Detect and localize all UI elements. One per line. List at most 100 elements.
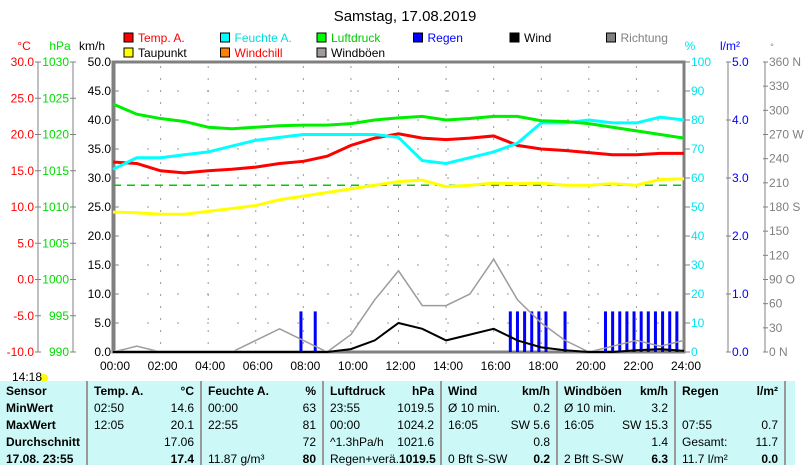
wind-tick-label: 40.0 xyxy=(88,113,112,127)
x-tick-label: 08:00 xyxy=(290,359,320,373)
legend-swatch xyxy=(123,32,134,43)
rain-bar xyxy=(661,311,665,352)
table-row: 11.87 g/m³ 80 xyxy=(208,451,316,468)
table-cell: 0.2 xyxy=(533,452,550,466)
table-cell: Sensor xyxy=(6,384,47,398)
table-row: Ø 10 min. 3.2 xyxy=(564,400,668,417)
table-row: 22:55 81 xyxy=(208,417,316,434)
direction-tick-label: 120 xyxy=(769,248,789,262)
table-cell: 16:05 xyxy=(448,418,479,432)
wind-tick-label: 0.0 xyxy=(94,345,111,359)
x-tick-label: 16:00 xyxy=(481,359,511,373)
table-cell: 17.06 xyxy=(163,435,194,449)
humidity-tick-label: 30 xyxy=(691,258,705,272)
wind-tick-label: 10.0 xyxy=(88,287,112,301)
temp-tick-label: 10.0 xyxy=(11,200,35,214)
table-cell: 1.4 xyxy=(651,435,668,449)
x-tick-label: 04:00 xyxy=(195,359,225,373)
humidity-axis-unit: % xyxy=(685,39,696,53)
direction-tick-label: 150 xyxy=(769,224,789,238)
rain-bar xyxy=(618,311,622,352)
series-luftdruck xyxy=(112,102,685,140)
wind-axis-unit: km/h xyxy=(79,39,105,53)
rain-bar xyxy=(508,311,512,352)
table-cell: hPa xyxy=(411,384,434,398)
table-column: Feuchte A.% 00:00 63 22:55 81 72 11.87 g/m³ 80 xyxy=(202,381,324,468)
wind-tick-label: 5.0 xyxy=(94,316,111,330)
direction-tick-label: 360 N xyxy=(769,55,801,69)
table-row: 23:55 1019.5 xyxy=(330,400,434,417)
table-row: 07:55 0.7 xyxy=(682,417,778,434)
table-row: 17.08. 23:55 xyxy=(6,451,80,468)
wind-tick-label: 25.0 xyxy=(88,200,112,214)
pressure-tick-label: 990 xyxy=(49,345,69,359)
humidity-tick-label: 100 xyxy=(691,55,711,69)
rain-bar xyxy=(544,311,548,352)
pressure-tick-label: 1000 xyxy=(42,273,69,287)
table-column: Wind km/h Ø 10 min. 0.2 16:05 SW 5.6 0.8 0 Bft … xyxy=(442,381,558,468)
table-cell: 0 Bft S-SW xyxy=(448,452,508,466)
table-cell: 00:00 xyxy=(330,418,361,432)
table-row: 0.8 xyxy=(448,434,550,451)
table-cell: Gesamt: xyxy=(682,435,728,449)
x-tick-label: 20:00 xyxy=(576,359,606,373)
rain-bar xyxy=(611,311,615,352)
pressure-axis-unit: hPa xyxy=(49,39,71,53)
humidity-tick-label: 50 xyxy=(691,200,705,214)
table-column: Luftdruck hPa 23:55 1019.5 00:00 1024.2 ^1.3hP… xyxy=(324,381,442,466)
table-cell: Durchschnitt xyxy=(6,435,81,449)
table-cell: 11.87 g/m³ xyxy=(208,452,265,466)
rain-tick-label: 5.0 xyxy=(732,55,749,69)
table-row: 00:00 63 xyxy=(208,400,316,417)
table-row: 12:05 20.1 xyxy=(94,417,194,434)
table-cell: 0.8 xyxy=(533,435,550,449)
table-row: Sensor xyxy=(6,383,80,400)
table-cell: 14.6 xyxy=(170,401,194,415)
table-cell: % xyxy=(305,384,316,398)
table-cell: 16:05 xyxy=(564,418,595,432)
direction-tick-label: 240 xyxy=(769,152,789,166)
pressure-tick-label: 1010 xyxy=(42,200,69,214)
table-cell: 11.7 xyxy=(755,435,778,449)
legend-label: Regen xyxy=(428,31,463,45)
series-wind xyxy=(113,321,685,353)
rain-bar xyxy=(668,311,672,352)
legend-swatch xyxy=(316,32,327,43)
rain-bar xyxy=(632,311,636,352)
rain-bar xyxy=(603,311,607,352)
legend-label: Windchill xyxy=(235,46,283,60)
table-row: Ø 10 min. 0.2 xyxy=(448,400,550,417)
rain-bar xyxy=(625,311,629,352)
table-row: 00:00 1024.2 xyxy=(330,417,434,434)
table-cell: 1024.2 xyxy=(397,418,434,432)
table-cell: MaxWert xyxy=(6,418,56,432)
humidity-tick-label: 10 xyxy=(691,316,705,330)
table-cell: 3.2 xyxy=(651,401,668,415)
rain-tick-label: 0.0 xyxy=(732,345,749,359)
humidity-tick-label: 80 xyxy=(691,113,705,127)
pressure-tick-label: 1030 xyxy=(42,55,69,69)
table-row: Gesamt: 11.7 xyxy=(682,434,778,451)
legend-label: Wind xyxy=(524,31,551,45)
rain-bar xyxy=(523,311,527,352)
temp-tick-label: 0.0 xyxy=(17,273,34,287)
temp-tick-label: 25.0 xyxy=(11,91,35,105)
series-temp-a- xyxy=(112,132,684,175)
legend-swatch xyxy=(606,32,616,43)
temp-tick-label: -10.0 xyxy=(7,345,35,359)
table-cell: 72 xyxy=(302,435,316,449)
table-row: Windböen km/h xyxy=(564,383,668,400)
table-cell: 07:55 xyxy=(682,418,713,432)
x-tick-label: 10:00 xyxy=(338,359,368,373)
table-row: 16:05 SW 5.6 xyxy=(448,417,550,434)
time-marker-label: 14:18 xyxy=(12,370,42,381)
rain-bar xyxy=(653,311,657,352)
table-cell: 11.7 l/m² xyxy=(682,452,728,466)
x-tick-label: 02:00 xyxy=(148,359,178,373)
table-cell: Regen+verä. xyxy=(330,452,400,466)
table-row: 0 Bft S-SW 0.2 xyxy=(448,451,550,468)
table-column: Windböen km/h Ø 10 min. 3.2 16:05 SW 15.3 1.4 2… xyxy=(558,381,676,466)
table-column: Temp. A. °C 02:50 14.6 12:05 20.1 17.06 17.4 xyxy=(88,381,202,466)
wind-tick-label: 35.0 xyxy=(88,142,112,156)
sun-icon xyxy=(40,374,48,381)
